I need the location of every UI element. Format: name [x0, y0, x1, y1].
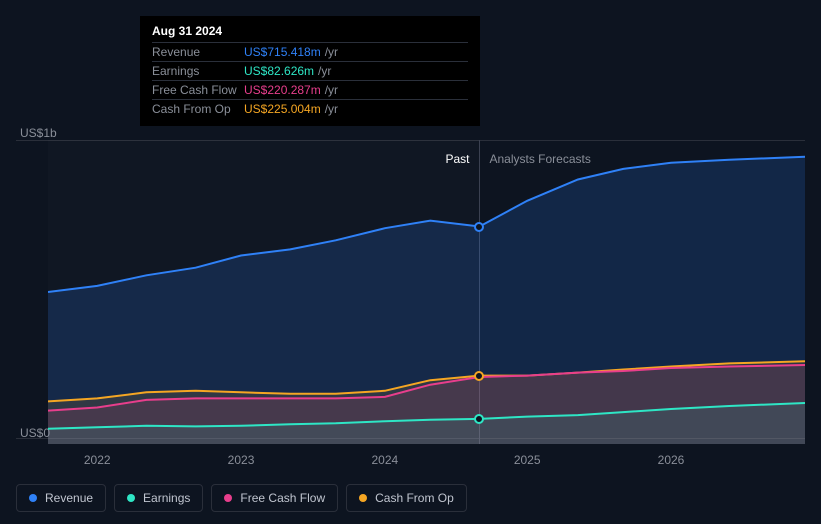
x-axis-label: 2024	[372, 453, 399, 467]
tooltip-metric-unit: /yr	[325, 45, 338, 59]
tooltip-row: EarningsUS$82.626m/yr	[152, 61, 468, 80]
x-axis-label: 2022	[84, 453, 111, 467]
legend-label: Earnings	[143, 491, 190, 505]
marker-revenue	[474, 222, 484, 232]
legend-item-free_cash_flow[interactable]: Free Cash Flow	[211, 484, 338, 512]
tooltip-metric-unit: /yr	[318, 64, 331, 78]
tooltip-metric-value: US$220.287m	[244, 83, 321, 97]
tooltip-row: Cash From OpUS$225.004m/yr	[152, 99, 468, 118]
x-axis-label: 2026	[658, 453, 685, 467]
tooltip-metric-label: Earnings	[152, 64, 244, 78]
y-axis-label-max: US$1b	[20, 126, 57, 140]
tooltip-metric-label: Cash From Op	[152, 102, 244, 116]
legend-dot-icon	[127, 494, 135, 502]
chart-plot-area[interactable]	[48, 140, 805, 444]
tooltip-date: Aug 31 2024	[152, 24, 468, 38]
legend-label: Cash From Op	[375, 491, 454, 505]
financial-chart: US$1b US$0 Past Analysts Forecasts 20222…	[0, 0, 821, 524]
tooltip-metric-label: Free Cash Flow	[152, 83, 244, 97]
marker-cash_from_op	[474, 371, 484, 381]
legend-item-revenue[interactable]: Revenue	[16, 484, 106, 512]
legend-item-cash_from_op[interactable]: Cash From Op	[346, 484, 467, 512]
tooltip-metric-unit: /yr	[325, 102, 338, 116]
tooltip-row: Free Cash FlowUS$220.287m/yr	[152, 80, 468, 99]
tooltip-metric-value: US$82.626m	[244, 64, 314, 78]
marker-earnings	[474, 414, 484, 424]
legend-dot-icon	[29, 494, 37, 502]
legend-label: Free Cash Flow	[240, 491, 325, 505]
legend-dot-icon	[359, 494, 367, 502]
legend-label: Revenue	[45, 491, 93, 505]
chart-legend: Revenue Earnings Free Cash Flow Cash From O…	[16, 484, 467, 512]
tooltip-metric-label: Revenue	[152, 45, 244, 59]
legend-item-earnings[interactable]: Earnings	[114, 484, 203, 512]
x-axis-label: 2025	[514, 453, 541, 467]
y-axis-label-min: US$0	[20, 426, 50, 440]
chart-tooltip: Aug 31 2024 RevenueUS$715.418m/yrEarning…	[140, 16, 480, 126]
x-axis-label: 2023	[228, 453, 255, 467]
tooltip-metric-value: US$715.418m	[244, 45, 321, 59]
tooltip-metric-unit: /yr	[325, 83, 338, 97]
tooltip-row: RevenueUS$715.418m/yr	[152, 42, 468, 61]
legend-dot-icon	[224, 494, 232, 502]
tooltip-metric-value: US$225.004m	[244, 102, 321, 116]
